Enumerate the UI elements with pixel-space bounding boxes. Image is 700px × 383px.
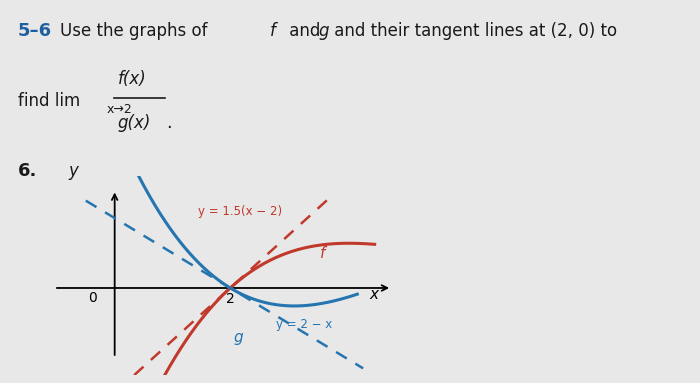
Text: 5–6: 5–6 (18, 22, 52, 40)
Text: x: x (370, 287, 379, 302)
Text: g: g (318, 22, 329, 40)
Text: g: g (233, 330, 243, 345)
Text: g(x): g(x) (118, 114, 151, 132)
Text: y = 2 − x: y = 2 − x (276, 318, 332, 331)
Text: .: . (167, 114, 172, 132)
Text: x→2: x→2 (106, 103, 132, 116)
Text: Use the graphs of: Use the graphs of (60, 22, 212, 40)
Text: 0: 0 (88, 291, 97, 305)
Text: y = 1.5(x − 2): y = 1.5(x − 2) (198, 205, 283, 218)
Text: and their tangent lines at (2, 0) to: and their tangent lines at (2, 0) to (329, 22, 617, 40)
Text: 2: 2 (226, 292, 234, 306)
Text: y: y (69, 162, 78, 180)
Text: f: f (320, 246, 326, 261)
Text: f(x): f(x) (118, 70, 146, 88)
Text: 6.: 6. (18, 162, 37, 180)
Text: f: f (270, 22, 275, 40)
Text: find lim: find lim (18, 92, 80, 110)
Text: and: and (284, 22, 325, 40)
